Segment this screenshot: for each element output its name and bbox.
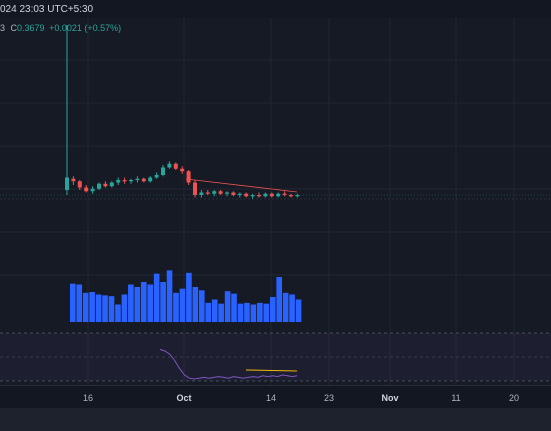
ohlc-prefix: 3 — [0, 23, 6, 33]
candle-body — [129, 180, 133, 182]
candle-body — [212, 191, 217, 194]
candle-body — [180, 168, 185, 172]
volume-bar — [166, 270, 173, 322]
candle-body — [148, 177, 153, 182]
candle-body — [205, 192, 210, 194]
volume-bar — [218, 303, 224, 322]
volume-bar — [108, 296, 115, 322]
volume-bar — [153, 273, 160, 322]
ohlc-legend: 3 C0.3679 +0.0021 (+0.57%) — [0, 23, 121, 33]
volume-bar — [186, 272, 192, 322]
candle-body — [65, 177, 69, 190]
candle-body — [84, 187, 89, 192]
close-value: 0.3679 — [17, 23, 45, 33]
volume-bar — [269, 297, 276, 322]
volume-bar — [82, 292, 89, 322]
candle-body — [295, 195, 300, 197]
volume-bar — [89, 292, 95, 322]
volume-bar — [263, 303, 270, 322]
x-tick-label: 11 — [451, 393, 461, 403]
volume-bar — [211, 299, 218, 322]
candle-body — [186, 171, 191, 183]
volume-bar — [231, 293, 237, 322]
volume-bar — [192, 287, 199, 322]
candle-body — [193, 182, 197, 195]
volume-bar — [250, 304, 257, 322]
volume-bar — [205, 302, 212, 322]
volume-bar — [147, 284, 153, 322]
volume-bar — [179, 288, 186, 322]
volume-bar — [289, 294, 295, 322]
x-tick-label: 16 — [82, 393, 94, 403]
volume-bar — [173, 292, 179, 322]
volume-bar — [134, 287, 141, 322]
candle-body — [161, 167, 165, 175]
candle-body — [289, 195, 293, 197]
volume-bar — [276, 277, 282, 322]
candle-body — [173, 163, 178, 169]
candle-body — [237, 193, 242, 195]
candle-body — [71, 178, 76, 182]
volume-bar — [102, 295, 108, 322]
rsi-trendline — [245, 369, 298, 372]
candle-body — [109, 182, 114, 187]
candle-body — [135, 178, 140, 180]
header-datetime: 024 23:03 UTC+5:30 — [0, 4, 94, 15]
volume-bar — [199, 290, 205, 322]
volume-bar — [224, 291, 231, 322]
x-tick-label: Nov — [381, 393, 399, 403]
x-tick-label: 23 — [323, 393, 335, 403]
volume-bar — [115, 304, 121, 322]
candle-body — [282, 193, 287, 195]
candle-body — [167, 163, 172, 168]
volume-bar — [244, 302, 250, 322]
candle-body — [199, 192, 204, 195]
candle-body — [263, 193, 268, 197]
volume-bar — [128, 284, 134, 322]
volume-bar — [70, 283, 76, 322]
volume-bar — [295, 299, 302, 322]
volume-bar — [282, 292, 289, 322]
chart-header: 024 23:03 UTC+5:30 — [0, 0, 551, 18]
candle-body — [77, 181, 82, 188]
candle-body — [231, 192, 236, 195]
candle-body — [122, 180, 127, 182]
volume-bar — [160, 282, 166, 322]
candle-body — [269, 193, 274, 197]
volume-bar — [76, 284, 83, 322]
volume-bar — [237, 303, 244, 322]
close-label: C — [10, 23, 18, 33]
candle-body — [225, 192, 229, 194]
candle-body — [103, 183, 108, 187]
volume-bar — [257, 302, 263, 322]
candle-body — [276, 193, 281, 197]
x-tick-label: 14 — [265, 393, 277, 403]
rsi-line — [159, 348, 298, 380]
candle-body — [97, 183, 101, 189]
rsi-pane — [0, 332, 551, 382]
price-trendline — [185, 178, 298, 193]
candle-body — [90, 188, 95, 192]
candle-body — [250, 195, 255, 197]
candle-body — [116, 180, 121, 183]
bottom-toolbar — [0, 408, 551, 431]
candle-body — [218, 191, 223, 194]
volume-bar — [140, 282, 147, 322]
x-tick-label: Oct — [176, 393, 192, 403]
x-tick-label: 20 — [508, 393, 520, 403]
time-axis[interactable]: 16 Oct 14 23 Nov 11 20 — [0, 385, 551, 409]
candle-body — [141, 178, 146, 182]
price-change: +0.0021 (+0.57%) — [49, 23, 122, 33]
candle-body — [154, 175, 159, 178]
volume-bar — [95, 294, 102, 322]
candle-body — [257, 195, 261, 197]
volume-bar — [121, 294, 128, 322]
